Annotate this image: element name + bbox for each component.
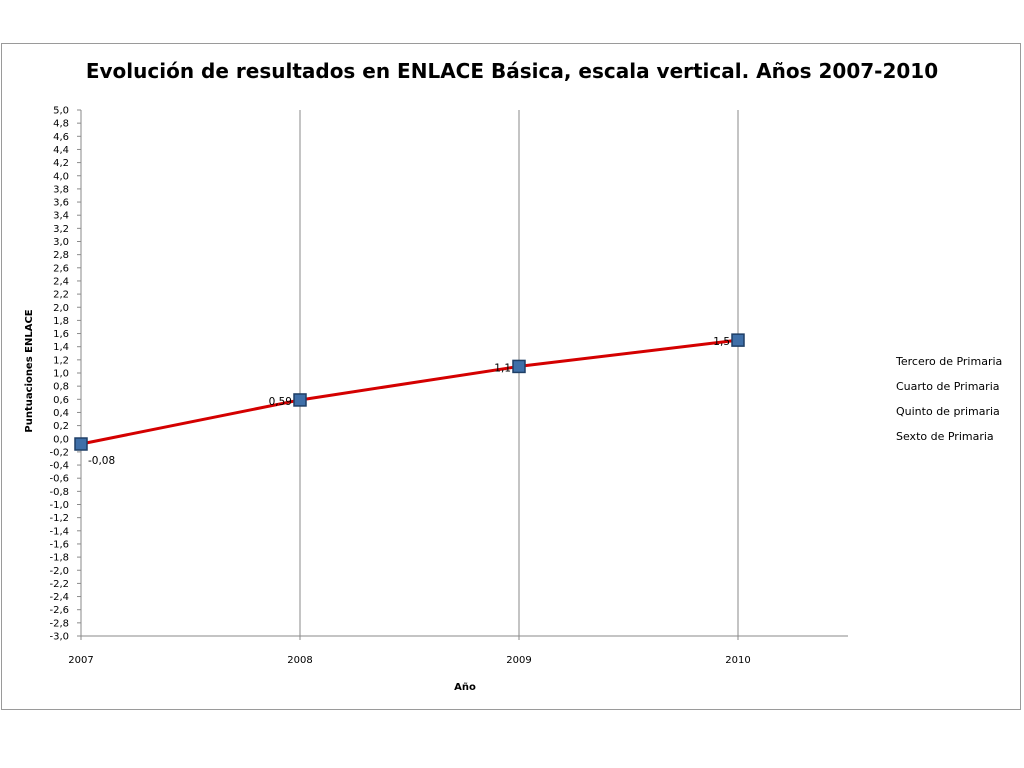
y-tick-label: 0,4 bbox=[53, 408, 69, 419]
y-tick-label: 4,0 bbox=[53, 171, 69, 182]
y-tick-label: 0,6 bbox=[53, 395, 69, 406]
y-tick-label: 1,2 bbox=[53, 355, 69, 366]
x-tick-label: 2008 bbox=[287, 655, 312, 666]
y-tick-label: -0,8 bbox=[49, 487, 69, 498]
y-tick-label: 1,0 bbox=[53, 369, 69, 380]
y-tick-labels: -3,0 -2,8 -2,6 -2,4 -2,2 -2,0 -1,8 -1,6 -1,4 -1,2… bbox=[49, 106, 69, 643]
legend-entry: Quinto de primaria bbox=[896, 405, 1000, 418]
y-tick-label: 4,2 bbox=[53, 158, 69, 169]
y-tick-label: -1,2 bbox=[49, 513, 69, 524]
data-point-marker bbox=[293, 393, 307, 407]
y-tick-label: -1,0 bbox=[49, 500, 69, 511]
y-tick-label: 2,4 bbox=[53, 276, 69, 287]
x-tick-label: 2009 bbox=[506, 655, 531, 666]
y-tick-label: 0,0 bbox=[53, 434, 69, 445]
data-label: 1,5 bbox=[713, 336, 730, 348]
data-label: -0,08 bbox=[88, 455, 115, 467]
y-tick-label: 0,2 bbox=[53, 421, 69, 432]
y-tick-label: -1,4 bbox=[49, 526, 69, 537]
y-tick-label: 3,6 bbox=[53, 198, 69, 209]
x-tick-labels: 2007 2008 2009 2010 bbox=[68, 655, 750, 666]
y-tick-label: 5,0 bbox=[53, 106, 69, 117]
y-tick-label: 1,6 bbox=[53, 329, 69, 340]
y-tick-label: 2,6 bbox=[53, 263, 69, 274]
series-lines bbox=[80, 338, 739, 446]
y-tick-label: 3,2 bbox=[53, 224, 69, 235]
y-tick-label: 2,2 bbox=[53, 290, 69, 301]
chart-svg: Evolución de resultados en ENLACE Básica… bbox=[24, 59, 1002, 693]
y-tick-label: -0,2 bbox=[49, 447, 69, 458]
legend: Tercero de Primaria Cuarto de Primaria Qui… bbox=[895, 355, 1002, 443]
y-tick-label: -3,0 bbox=[49, 632, 69, 643]
axes bbox=[77, 109, 848, 640]
y-tick-label: -2,6 bbox=[49, 605, 69, 616]
y-tick-label: 2,0 bbox=[53, 303, 69, 314]
y-tick-label: -2,0 bbox=[49, 566, 69, 577]
legend-entry: Cuarto de Primaria bbox=[896, 380, 1000, 393]
y-tick-label: 4,6 bbox=[53, 132, 69, 143]
data-label: 1,1 bbox=[494, 362, 511, 374]
legend-entry: Sexto de Primaria bbox=[896, 430, 994, 443]
y-tick-label: 4,8 bbox=[53, 119, 69, 130]
data-point-marker bbox=[731, 333, 745, 347]
y-tick-label: -2,2 bbox=[49, 579, 69, 590]
y-tick-label: 1,8 bbox=[53, 316, 69, 327]
y-tick-label: 4,4 bbox=[53, 145, 69, 156]
chart-title: Evolución de resultados en ENLACE Básica… bbox=[86, 59, 938, 83]
data-point-marker bbox=[512, 359, 526, 374]
y-tick-label: -2,8 bbox=[49, 618, 69, 629]
y-tick-label: 0,8 bbox=[53, 382, 69, 393]
series-line bbox=[80, 338, 739, 446]
chart-frame: Evolución de resultados en ENLACE Básica… bbox=[1, 43, 1021, 710]
y-tick-label: 3,8 bbox=[53, 184, 69, 195]
y-tick-label: 3,4 bbox=[53, 211, 69, 222]
y-tick-label: -0,4 bbox=[49, 461, 69, 472]
y-tick-label: -2,4 bbox=[49, 592, 69, 603]
y-tick-label: -1,8 bbox=[49, 553, 69, 564]
x-tick-label: 2007 bbox=[68, 655, 93, 666]
y-tick-label: 2,8 bbox=[53, 250, 69, 261]
y-tick-label: -1,6 bbox=[49, 539, 69, 550]
x-axis-title: Año bbox=[454, 682, 476, 693]
y-tick-label: -0,6 bbox=[49, 474, 69, 485]
series-markers bbox=[74, 333, 745, 451]
data-labels: -0,08 0,59 1,1 1,5 bbox=[88, 336, 730, 467]
y-tick-label: 1,4 bbox=[53, 342, 69, 353]
legend-entry: Tercero de Primaria bbox=[895, 355, 1002, 368]
x-tick-label: 2010 bbox=[725, 655, 750, 666]
data-point-marker bbox=[74, 437, 88, 451]
y-axis-title: Puntuaciones ENLACE bbox=[24, 309, 35, 432]
y-tick-label: 3,0 bbox=[53, 237, 69, 248]
data-label: 0,59 bbox=[269, 396, 292, 408]
